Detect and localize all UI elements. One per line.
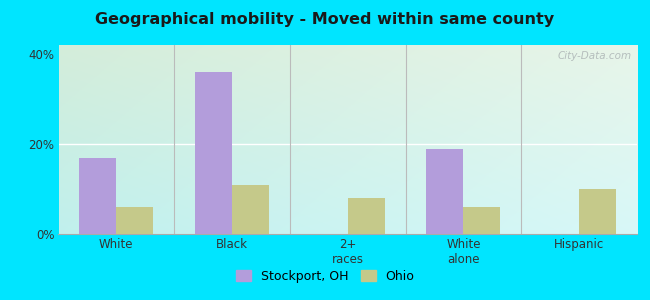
Bar [348, 198, 385, 234]
Legend: Stockport, OH, Ohio: Stockport, OH, Ohio [231, 265, 419, 288]
Bar [195, 72, 232, 234]
Text: City-Data.com: City-Data.com [557, 51, 631, 61]
Bar [79, 158, 116, 234]
Bar [463, 207, 500, 234]
Bar [116, 207, 153, 234]
Text: Geographical mobility - Moved within same county: Geographical mobility - Moved within sam… [96, 12, 554, 27]
Bar [426, 148, 463, 234]
Bar [579, 189, 616, 234]
Bar [232, 184, 269, 234]
